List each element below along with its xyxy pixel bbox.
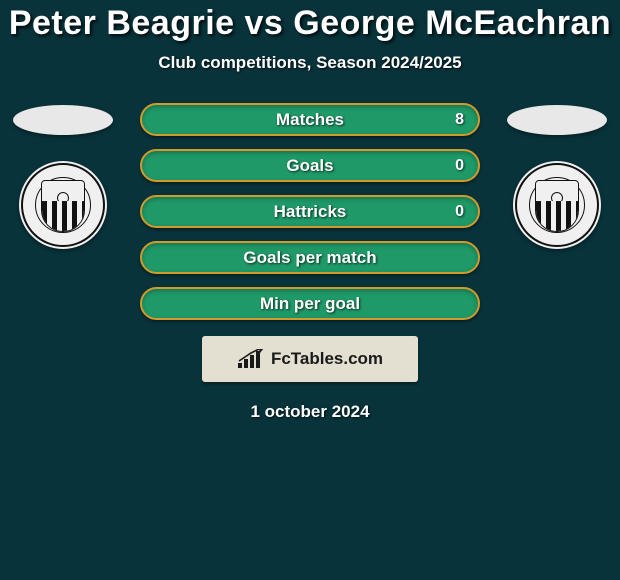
stat-row: Hattricks 0 (140, 195, 480, 228)
source-attribution: FcTables.com (202, 336, 418, 382)
stat-label: Min per goal (142, 294, 478, 314)
source-name: FcTables.com (271, 349, 383, 369)
generated-date: 1 october 2024 (250, 402, 369, 422)
stats-list: Matches 8 Goals 0 Hattricks 0 Goals per … (130, 103, 490, 320)
stat-right-value: 0 (455, 203, 464, 221)
stat-row: Goals 0 (140, 149, 480, 182)
stat-label: Goals (142, 156, 478, 176)
stat-label: Goals per match (142, 248, 478, 268)
stat-row: Matches 8 (140, 103, 480, 136)
bar-chart-icon (237, 349, 265, 369)
right-player-avatar (507, 105, 607, 135)
right-player-col (502, 103, 612, 249)
stat-row: Min per goal (140, 287, 480, 320)
subtitle: Club competitions, Season 2024/2025 (158, 53, 461, 73)
right-club-badge (513, 161, 601, 249)
left-player-col (8, 103, 118, 249)
stat-row: Goals per match (140, 241, 480, 274)
comparison-row: Matches 8 Goals 0 Hattricks 0 Goals per … (0, 103, 620, 320)
stat-label: Hattricks (142, 202, 478, 222)
stat-right-value: 8 (455, 111, 464, 129)
left-club-badge (19, 161, 107, 249)
page-title: Peter Beagrie vs George McEachran (9, 4, 611, 43)
stat-right-value: 0 (455, 157, 464, 175)
stat-label: Matches (142, 110, 478, 130)
left-player-avatar (13, 105, 113, 135)
